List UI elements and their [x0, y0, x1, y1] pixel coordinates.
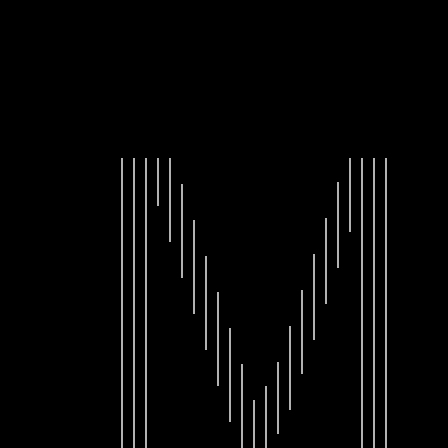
right-diagonal — [265, 182, 339, 448]
right-stem — [349, 158, 387, 448]
left-diagonal — [181, 184, 255, 448]
left-stem — [121, 158, 171, 448]
